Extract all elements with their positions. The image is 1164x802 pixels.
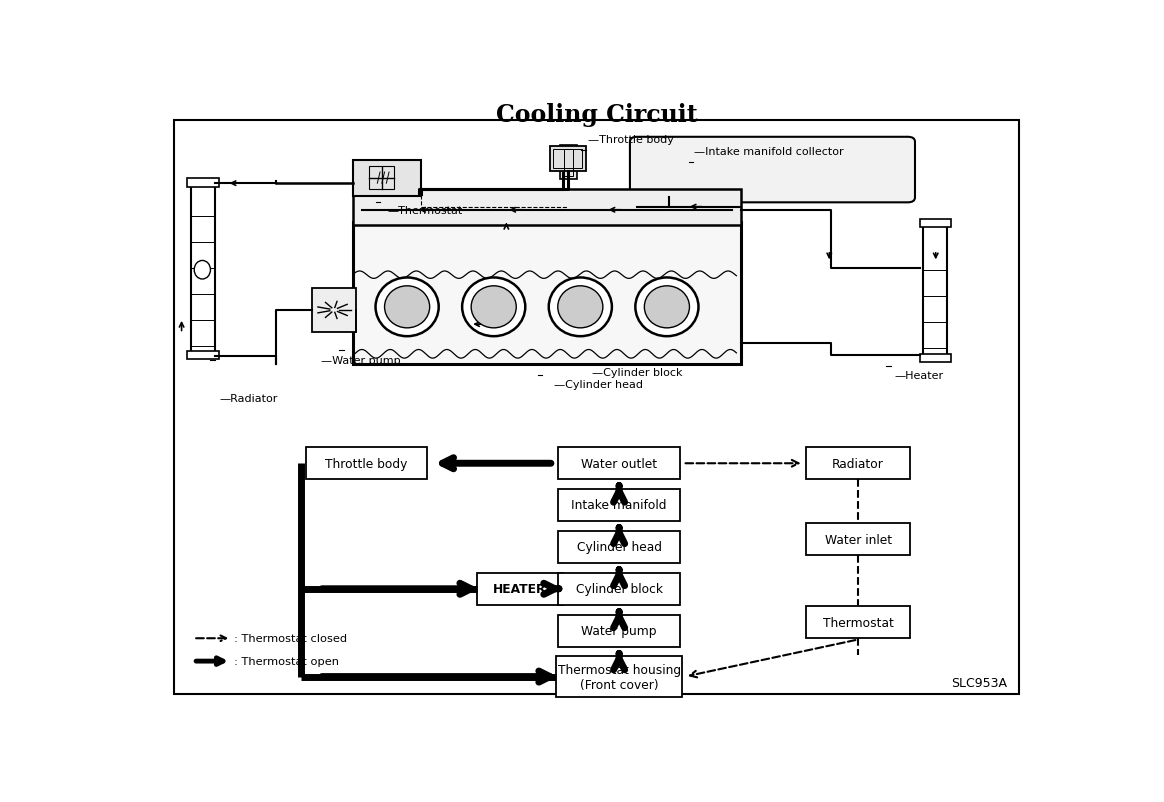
Text: —Throttle body: —Throttle body (588, 135, 674, 144)
Text: SLC953A: SLC953A (951, 676, 1007, 689)
Bar (561, 146, 576, 180)
Bar (565, 149, 573, 177)
Ellipse shape (636, 278, 698, 337)
Text: : Thermostat open: : Thermostat open (234, 656, 339, 666)
Bar (559, 573, 680, 605)
Ellipse shape (548, 278, 612, 337)
Text: —Intake manifold collector: —Intake manifold collector (694, 147, 844, 157)
Bar (920, 354, 951, 363)
Bar (559, 615, 680, 647)
Bar (807, 606, 910, 638)
Text: : Thermostat closed: : Thermostat closed (234, 634, 347, 643)
Text: Water pump: Water pump (581, 625, 656, 638)
Text: Throttle body: Throttle body (325, 457, 407, 470)
Bar (920, 220, 951, 228)
Bar (553, 149, 582, 169)
Bar (353, 190, 741, 226)
Bar (559, 448, 680, 480)
Ellipse shape (384, 286, 430, 329)
Bar (187, 179, 219, 188)
Text: Water outlet: Water outlet (581, 457, 658, 470)
Ellipse shape (194, 261, 211, 280)
Text: Cylinder head: Cylinder head (576, 541, 661, 553)
Ellipse shape (645, 286, 689, 329)
Bar (353, 223, 741, 365)
Text: Thermostat: Thermostat (823, 616, 894, 629)
Text: —Heater: —Heater (894, 371, 943, 381)
Text: —Cylinder block: —Cylinder block (592, 368, 682, 378)
Bar (191, 186, 215, 355)
Bar (187, 351, 219, 359)
Bar (807, 448, 910, 480)
Bar (353, 160, 420, 196)
Bar (549, 147, 585, 172)
Bar (559, 489, 680, 521)
Bar (556, 657, 682, 697)
Bar (923, 226, 947, 358)
Text: —Water pump: —Water pump (321, 355, 402, 366)
Text: Radiator: Radiator (832, 457, 885, 470)
Text: Intake manifold: Intake manifold (572, 499, 667, 512)
Text: Cooling Circuit: Cooling Circuit (496, 103, 697, 127)
Bar (369, 167, 395, 190)
Text: HEATER: HEATER (494, 582, 547, 596)
Ellipse shape (558, 286, 603, 329)
Text: Cylinder block: Cylinder block (576, 582, 662, 596)
Text: —Cylinder head: —Cylinder head (554, 379, 644, 390)
FancyBboxPatch shape (630, 138, 915, 203)
Bar (306, 448, 427, 480)
Text: Water inlet: Water inlet (824, 533, 892, 546)
Text: —Radiator: —Radiator (220, 394, 278, 404)
Ellipse shape (462, 278, 525, 337)
Bar (312, 289, 356, 332)
Bar (807, 524, 910, 556)
Bar (559, 531, 680, 563)
Text: —Thermostat: —Thermostat (388, 206, 462, 216)
Ellipse shape (376, 278, 439, 337)
Text: Thermostat housing
(Front cover): Thermostat housing (Front cover) (558, 662, 681, 691)
Bar (477, 573, 562, 605)
Ellipse shape (471, 286, 517, 329)
